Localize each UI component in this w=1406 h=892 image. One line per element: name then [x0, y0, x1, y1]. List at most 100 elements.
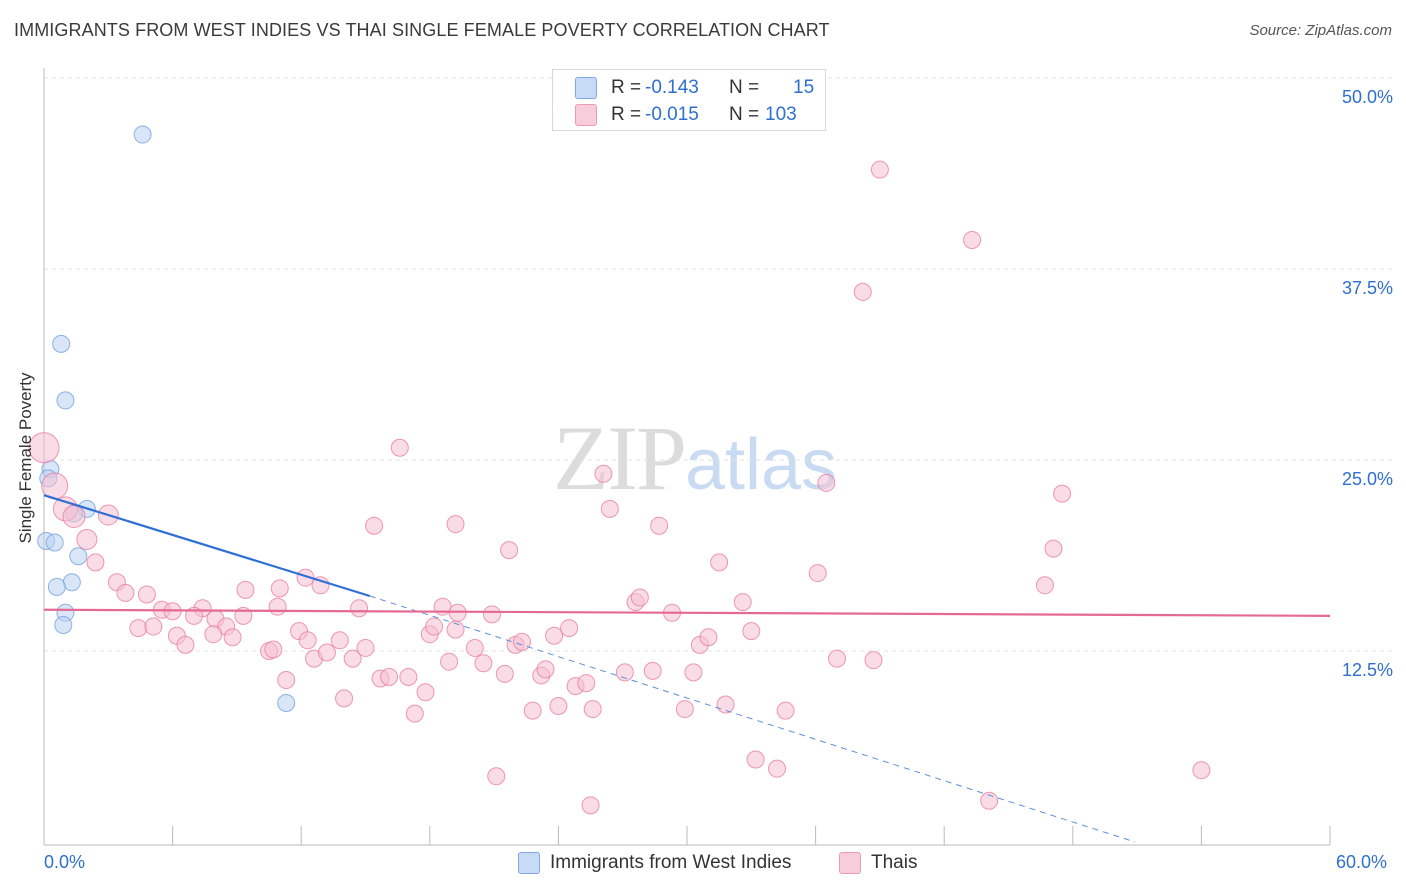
west-indies-trend-extension — [369, 595, 1136, 843]
thais-point — [482, 605, 501, 624]
thais-point — [853, 282, 872, 301]
thais-point — [630, 588, 649, 607]
thais-point — [317, 643, 336, 662]
thais-point — [746, 750, 765, 769]
west-indies-point — [56, 391, 75, 410]
thais-point — [643, 661, 662, 680]
west-indies-point — [54, 616, 73, 635]
thais-point — [62, 505, 86, 529]
thais-point — [545, 626, 564, 645]
legend-r-value: -0.015 — [645, 104, 699, 125]
thais-point — [864, 651, 883, 670]
thais-point — [204, 625, 223, 644]
thais-point — [733, 593, 752, 612]
thais-point — [594, 464, 613, 483]
thais-point — [980, 791, 999, 810]
thais-point — [176, 635, 195, 654]
thais-point — [577, 674, 596, 693]
thais-point — [699, 628, 718, 647]
west-indies-point — [277, 693, 296, 712]
legend-r-label: R = — [611, 104, 642, 125]
thais-point — [1192, 761, 1211, 780]
thais-point — [487, 767, 506, 786]
thais-point — [356, 638, 375, 657]
west-indies-point — [45, 533, 64, 552]
thais-point — [330, 631, 349, 650]
thais-point — [742, 622, 761, 641]
thais-point — [963, 230, 982, 249]
thais-point — [495, 664, 514, 683]
thais-point — [343, 649, 362, 668]
chart-title: IMMIGRANTS FROM WEST INDIES VS THAI SING… — [14, 20, 830, 40]
x-tick-label: 0.0% — [44, 852, 86, 872]
thais-point — [581, 796, 600, 815]
thais-point — [390, 438, 409, 457]
thais-point — [277, 671, 296, 690]
west-indies-point — [52, 334, 71, 353]
thais-point — [28, 432, 60, 464]
thais-point — [1053, 484, 1072, 503]
thais-point — [870, 160, 889, 179]
thais-point — [350, 599, 369, 618]
watermark: ZIPatlas — [553, 405, 837, 511]
thais-point — [144, 617, 163, 636]
legend-n-value: 15 — [793, 77, 815, 98]
thais-point — [335, 689, 354, 708]
thais-point — [405, 704, 424, 723]
source-credit: Source: ZipAtlas.com — [1249, 22, 1392, 39]
thais-point — [776, 701, 795, 720]
legend-n-value: 103 — [765, 104, 797, 125]
legend-swatch-west-indies — [575, 77, 597, 99]
x-tick-label: 60.0% — [1336, 852, 1388, 872]
y-tick-label: 12.5% — [1341, 660, 1393, 680]
bottom-legend-label-west-indies: Immigrants from West Indies — [550, 852, 792, 873]
legend-r-value: -0.143 — [645, 77, 699, 98]
thais-point — [500, 541, 519, 560]
thais-point — [270, 579, 289, 598]
thais-point — [399, 667, 418, 686]
thais-point — [223, 628, 242, 647]
thais-point — [86, 553, 105, 572]
watermark-zip: ZIP — [553, 407, 687, 509]
thais-point — [768, 759, 787, 778]
thais-point — [536, 660, 555, 679]
thais-point — [298, 631, 317, 650]
thais-point — [615, 663, 634, 682]
legend-n-label: N = — [729, 104, 760, 125]
bottom-legend-swatch-west-indies — [518, 852, 540, 874]
thais-point — [137, 585, 156, 604]
y-tick-label: 50.0% — [1341, 87, 1393, 107]
thais-point — [684, 663, 703, 682]
thais-point — [116, 583, 135, 602]
y-tick-label: 25.0% — [1341, 469, 1393, 489]
thais-point — [236, 580, 255, 599]
thais-point — [474, 654, 493, 673]
thais-point — [560, 619, 579, 638]
thais-point — [675, 700, 694, 719]
thais-point — [268, 597, 287, 616]
thais-point — [523, 701, 542, 720]
west-indies-point — [133, 125, 152, 144]
watermark-atlas: atlas — [685, 425, 838, 505]
thais-point — [817, 473, 836, 492]
thais-point — [600, 499, 619, 518]
thais-point — [828, 649, 847, 668]
bottom-legend-label-thais: Thais — [871, 852, 918, 873]
thais-point — [549, 697, 568, 716]
west-indies-point — [47, 577, 66, 596]
west-indies-trend-line — [43, 494, 371, 598]
bottom-legend-swatch-thais — [839, 852, 861, 874]
thais-point — [185, 606, 204, 625]
thais-point — [440, 652, 459, 671]
y-tick-label: 37.5% — [1341, 278, 1393, 298]
thais-point — [465, 638, 484, 657]
thais-point — [1035, 576, 1054, 595]
thais-point — [710, 553, 729, 572]
thais-point — [129, 619, 148, 638]
thais-point — [416, 683, 435, 702]
thais-point — [425, 617, 444, 636]
correlation-legend: R = -0.143 N = 15 R = -0.015 N = 103 — [552, 69, 826, 131]
thais-point — [380, 667, 399, 686]
west-indies-point — [62, 573, 81, 592]
